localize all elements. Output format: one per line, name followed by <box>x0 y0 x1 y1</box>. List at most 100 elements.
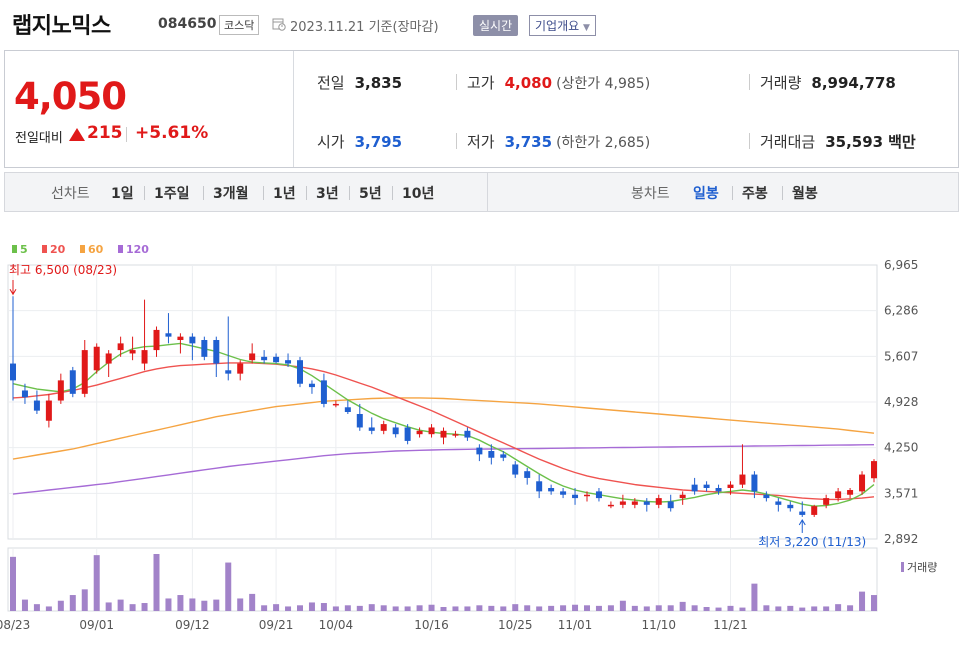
change-value: 215 <box>87 123 123 143</box>
period-1w[interactable]: 1주일 <box>154 186 190 202</box>
legend-label: 5 <box>20 243 28 256</box>
realtime-button[interactable]: 실시간 <box>473 15 519 36</box>
legend-label: 120 <box>126 243 149 256</box>
candle-body <box>141 350 148 364</box>
min-arrow-head <box>798 518 806 526</box>
market-badge: 코스닥 <box>219 15 260 35</box>
volume-bar <box>308 602 315 611</box>
company-overview-button[interactable]: 기업개요 ▼ <box>529 15 596 36</box>
divider <box>126 127 127 142</box>
divider <box>144 186 145 200</box>
volume-bar <box>344 605 351 611</box>
candle-body <box>512 464 519 475</box>
period-3m[interactable]: 3개월 <box>213 186 249 202</box>
period-5y[interactable]: 5년 <box>359 186 382 202</box>
candle-body <box>524 471 531 478</box>
divider <box>306 186 307 200</box>
legend-swatch <box>80 245 85 253</box>
candle-weekly[interactable]: 주봉 <box>742 186 768 202</box>
candle-body <box>763 494 770 499</box>
volume-bar <box>177 595 184 611</box>
legend-label: 60 <box>88 243 104 256</box>
x-tick-label: 10/25 <box>498 618 533 632</box>
volume-bar <box>380 605 387 611</box>
volume-bar <box>739 607 746 611</box>
volume-bar <box>548 605 555 611</box>
x-tick-label: 10/04 <box>319 618 354 632</box>
stock-chart: 6,965 6,286 5,607 4,928 4,250 3,571 2,892 08/23… <box>0 243 937 632</box>
current-price-box: 4,050 전일대비 215 +5.61% <box>5 51 294 167</box>
candle-body <box>679 494 686 499</box>
stat-open: 시가 3,795 <box>317 131 402 152</box>
candle-body <box>165 333 172 337</box>
period-10y[interactable]: 10년 <box>402 186 435 202</box>
volume-bar <box>213 599 220 611</box>
candle-body <box>297 360 303 384</box>
divider <box>456 74 457 90</box>
up-arrow-icon <box>69 128 85 141</box>
volume-bar <box>285 606 292 611</box>
volume-bar <box>261 605 268 611</box>
candle-body <box>871 461 877 479</box>
volume-bar <box>464 606 471 611</box>
ma120-line <box>12 444 875 495</box>
y-tick-label: 3,571 <box>884 486 918 500</box>
candle-body <box>33 400 40 411</box>
candle-body <box>464 430 471 438</box>
volume-bar <box>404 606 411 611</box>
stat-amount: 거래대금 35,593 백만 <box>749 131 916 152</box>
y-tick-label: 4,928 <box>884 395 918 409</box>
volume-bar <box>10 556 16 611</box>
candle-body <box>751 474 758 492</box>
candle-body <box>356 414 363 428</box>
max-arrow-head <box>9 289 17 296</box>
stat-value: 8,994,778 <box>811 74 896 92</box>
ma60-line <box>12 397 875 460</box>
candle-body <box>404 427 411 441</box>
candle-body <box>416 430 423 435</box>
candle-body <box>607 504 614 507</box>
candle-body <box>847 490 854 495</box>
volume-bar <box>153 554 160 611</box>
volume-bar <box>763 605 770 611</box>
candle-body <box>392 427 399 435</box>
volume-bar <box>607 605 614 611</box>
stock-name: 랩지노믹스 <box>12 14 111 39</box>
volume-bar <box>356 605 363 611</box>
candle-monthly[interactable]: 월봉 <box>792 186 818 202</box>
candle-body <box>595 491 602 499</box>
stat-label: 거래량 <box>760 74 802 92</box>
volume-bar <box>237 598 244 611</box>
date-basis: 기준(장마감) <box>368 20 439 35</box>
candle-body <box>344 407 351 412</box>
candle-daily[interactable]: 일봉 <box>693 186 719 202</box>
period-1y[interactable]: 1년 <box>273 186 296 202</box>
stat-value: 35,593 <box>825 133 884 151</box>
candle-body <box>380 424 387 431</box>
candle-body <box>643 501 650 505</box>
volume-bar <box>715 607 722 611</box>
volume-bar <box>332 606 339 611</box>
candle-body <box>45 400 52 421</box>
volume-bar <box>117 599 124 611</box>
volume-bar <box>225 562 232 611</box>
divider <box>456 133 457 149</box>
legend-swatch <box>118 245 123 253</box>
candle-body <box>129 350 136 354</box>
candle-body <box>859 474 866 492</box>
period-3y[interactable]: 3년 <box>316 186 339 202</box>
period-1d[interactable]: 1일 <box>111 186 134 202</box>
volume-bar <box>249 593 256 611</box>
x-tick-label: 11/10 <box>641 618 676 632</box>
volume-bar <box>631 605 638 611</box>
stat-high: 고가 4,080 (상한가 4,985) <box>456 72 650 93</box>
stock-code: 084650 <box>158 16 217 32</box>
company-overview-label: 기업개요 <box>535 19 580 33</box>
volume-bar <box>297 605 303 611</box>
volume-bar <box>643 606 650 611</box>
candle-body <box>584 494 590 497</box>
volume-bar <box>512 604 519 611</box>
candle-body <box>500 454 507 458</box>
volume-legend-swatch <box>901 562 904 572</box>
candle-body <box>787 504 794 509</box>
